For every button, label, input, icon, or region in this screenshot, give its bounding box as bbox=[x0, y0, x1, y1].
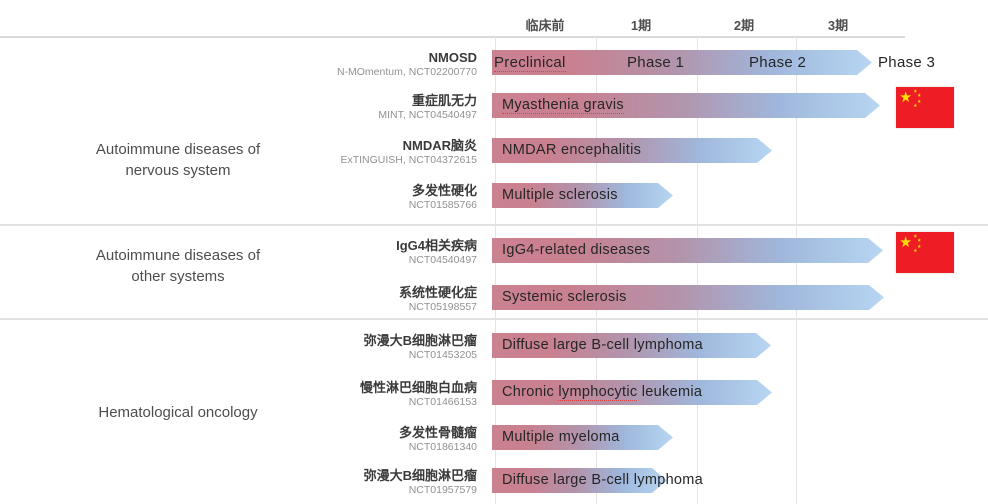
trial-label: 多发性骨髓瘤 NCT01861340 bbox=[160, 426, 477, 454]
plain-text: NMDAR encephalitis bbox=[502, 142, 642, 158]
trial-label: IgG4相关疾病 NCT04540497 bbox=[160, 239, 477, 267]
category-label-3: Hematological oncology bbox=[30, 402, 326, 423]
bar-text-label: Phase 3 bbox=[878, 50, 935, 75]
trial-id: N-MOmentum, NCT02200770 bbox=[336, 66, 477, 78]
bar-text-label: NMDAR encephalitis bbox=[502, 138, 641, 163]
phase-progress-bar bbox=[492, 238, 883, 263]
plain-text: Phase 3 bbox=[878, 54, 936, 71]
phase-progress-bar bbox=[492, 93, 880, 118]
bar-text-label: Diffuse large B-cell lymphoma bbox=[502, 333, 703, 358]
trial-indication-name: 慢性淋巴细胞白血病 bbox=[359, 380, 477, 395]
bar-text-label: Multiple myeloma bbox=[502, 425, 620, 450]
phase-progress-bar bbox=[492, 138, 772, 163]
plain-text: Diffuse large B-cell lymphoma bbox=[502, 337, 704, 353]
trial-id: NCT01957579 bbox=[408, 484, 477, 496]
trial-label: 系统性硬化症 NCT05198557 bbox=[160, 286, 477, 314]
trial-indication-name: 弥漫大B细胞淋巴瘤 bbox=[363, 333, 477, 348]
trial-indication-name: NMDAR脑炎 bbox=[402, 138, 477, 153]
trial-id: NCT01466153 bbox=[408, 396, 477, 408]
trial-id: NCT01861340 bbox=[408, 441, 477, 453]
trial-id: ExTINGUISH, NCT04372615 bbox=[340, 154, 477, 166]
section-divider-1 bbox=[0, 224, 988, 226]
bar-text-label: Multiple sclerosis bbox=[502, 183, 618, 208]
bar-text-label: Systemic sclerosis bbox=[502, 285, 627, 310]
plain-text: Chronic bbox=[502, 384, 559, 400]
trial-id: NCT01585766 bbox=[408, 199, 477, 211]
bar-text-label: Phase 1 bbox=[627, 50, 684, 75]
plain-text: Phase 2 bbox=[749, 54, 807, 71]
china-flag-icon bbox=[896, 232, 954, 273]
trial-label: NMOSD N-MOmentum, NCT02200770 bbox=[160, 51, 477, 79]
plain-text: Phase 1 bbox=[627, 54, 685, 71]
category-label-line: Autoimmune diseases of bbox=[95, 247, 261, 264]
category-label-line: nervous system bbox=[125, 162, 231, 179]
phase-progress-bar bbox=[492, 425, 673, 450]
bar-text-label: Phase 2 bbox=[749, 50, 806, 75]
plain-text: Multiple sclerosis bbox=[502, 187, 618, 203]
gridline-preclinical bbox=[495, 37, 496, 504]
gridline-phase1 bbox=[596, 37, 597, 504]
trial-label: 弥漫大B细胞淋巴瘤 NCT01957579 bbox=[160, 469, 477, 497]
trial-id: NCT04540497 bbox=[408, 254, 477, 266]
phase-progress-bar bbox=[492, 333, 771, 358]
underlined-text: Preclinical bbox=[494, 54, 566, 72]
phase-column-header-2: 1期 bbox=[630, 18, 652, 33]
gridline-phase2 bbox=[697, 37, 698, 504]
bar-text-label: Myasthenia gravis bbox=[502, 93, 624, 118]
plain-text: Systemic sclerosis bbox=[502, 289, 627, 305]
bar-text-label: Diffuse large B-cell lymphoma bbox=[502, 468, 703, 493]
trial-indication-name: NMOSD bbox=[428, 50, 477, 65]
trial-label: 弥漫大B细胞淋巴瘤 NCT01453205 bbox=[160, 334, 477, 362]
phase-column-header-4: 3期 bbox=[827, 18, 849, 33]
category-label-1: Autoimmune diseases of nervous system bbox=[30, 139, 326, 181]
trial-label: NMDAR脑炎 ExTINGUISH, NCT04372615 bbox=[160, 139, 477, 167]
trial-label: 慢性淋巴细胞白血病 NCT01466153 bbox=[160, 381, 477, 409]
bar-text-label: Chronic lymphocytic leukemia bbox=[502, 380, 702, 405]
trial-id: NCT01453205 bbox=[408, 349, 477, 361]
trial-id: NCT05198557 bbox=[408, 301, 477, 313]
phase-progress-bar bbox=[492, 50, 872, 75]
plain-text: IgG4-related diseases bbox=[502, 242, 651, 258]
phase-progress-bar bbox=[492, 183, 673, 208]
category-label-line: other systems bbox=[131, 268, 225, 285]
phase-progress-bar bbox=[492, 285, 884, 310]
china-flag bbox=[896, 232, 954, 273]
trial-indication-name: 重症肌无力 bbox=[411, 93, 477, 108]
header-divider bbox=[0, 36, 905, 38]
plain-text: Diffuse large B-cell lymphoma bbox=[502, 472, 704, 488]
trial-indication-name: 多发性骨髓瘤 bbox=[398, 425, 477, 440]
trial-indication-name: 弥漫大B细胞淋巴瘤 bbox=[363, 468, 477, 483]
gridline-phase3 bbox=[796, 37, 797, 504]
trial-label: 重症肌无力 MINT, NCT04540497 bbox=[160, 94, 477, 122]
trial-label: 多发性硬化 NCT01585766 bbox=[160, 184, 477, 212]
section-divider-2 bbox=[0, 318, 988, 320]
phase-progress-bar bbox=[492, 380, 772, 405]
phase-column-header-1: 临床前 bbox=[525, 18, 565, 33]
trial-indication-name: 多发性硬化 bbox=[411, 183, 477, 198]
category-label-2: Autoimmune diseases of other systems bbox=[30, 245, 326, 287]
phase-progress-bar bbox=[492, 468, 667, 493]
phase-column-header-3: 2期 bbox=[733, 18, 755, 33]
trial-id: MINT, NCT04540497 bbox=[378, 109, 477, 121]
bar-text-label: Preclinical bbox=[494, 50, 566, 75]
china-flag-icon bbox=[896, 87, 954, 128]
underlined-text: lymphocytic bbox=[558, 384, 638, 401]
trial-indication-name: 系统性硬化症 bbox=[398, 285, 477, 300]
china-flag bbox=[896, 87, 954, 128]
category-label-line: Autoimmune diseases of bbox=[95, 141, 261, 158]
underlined-text: Myasthenia gravis bbox=[502, 97, 624, 114]
category-label-line: Hematological oncology bbox=[98, 404, 258, 421]
trial-indication-name: IgG4相关疾病 bbox=[396, 238, 477, 253]
plain-text: leukemia bbox=[637, 384, 703, 400]
plain-text: Multiple myeloma bbox=[502, 429, 620, 445]
bar-text-label: IgG4-related diseases bbox=[502, 238, 650, 263]
